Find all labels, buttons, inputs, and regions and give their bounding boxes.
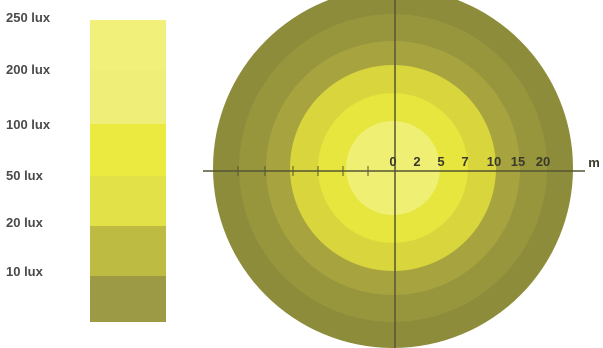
legend-label-50-lux: 50 lux [6,168,43,183]
legend-label-20-lux: 20 lux [6,215,43,230]
tick-label-7: 7 [461,154,468,169]
left-tick-marks [237,166,369,176]
ring-inner [346,121,440,215]
legend-label-100-lux: 100 lux [6,117,51,132]
tick-label-20: 20 [536,154,550,169]
tick-label-10: 10 [487,154,501,169]
illuminance-rings [213,0,573,348]
tick-label-0: 0 [389,154,396,169]
tick-label-5: 5 [437,154,444,169]
legend-label-10-lux: 10 lux [6,264,43,279]
legend-swatch-250-lux [90,20,166,70]
legend-swatch-10-lux [90,276,166,322]
legend-color-bar [90,20,166,322]
legend-swatch-200-lux [90,70,166,124]
axis-unit-label: m [588,155,600,170]
legend-label-250-lux: 250 lux [6,10,51,25]
axes [203,0,585,348]
legend-swatch-100-lux [90,124,166,176]
tick-labels: 0 2 5 7 10 15 20 m [389,154,599,170]
tick-label-15: 15 [511,154,525,169]
tick-label-2: 2 [413,154,420,169]
legend-swatch-20-lux [90,226,166,276]
legend-label-200-lux: 200 lux [6,62,51,77]
legend-swatch-50-lux [90,176,166,226]
